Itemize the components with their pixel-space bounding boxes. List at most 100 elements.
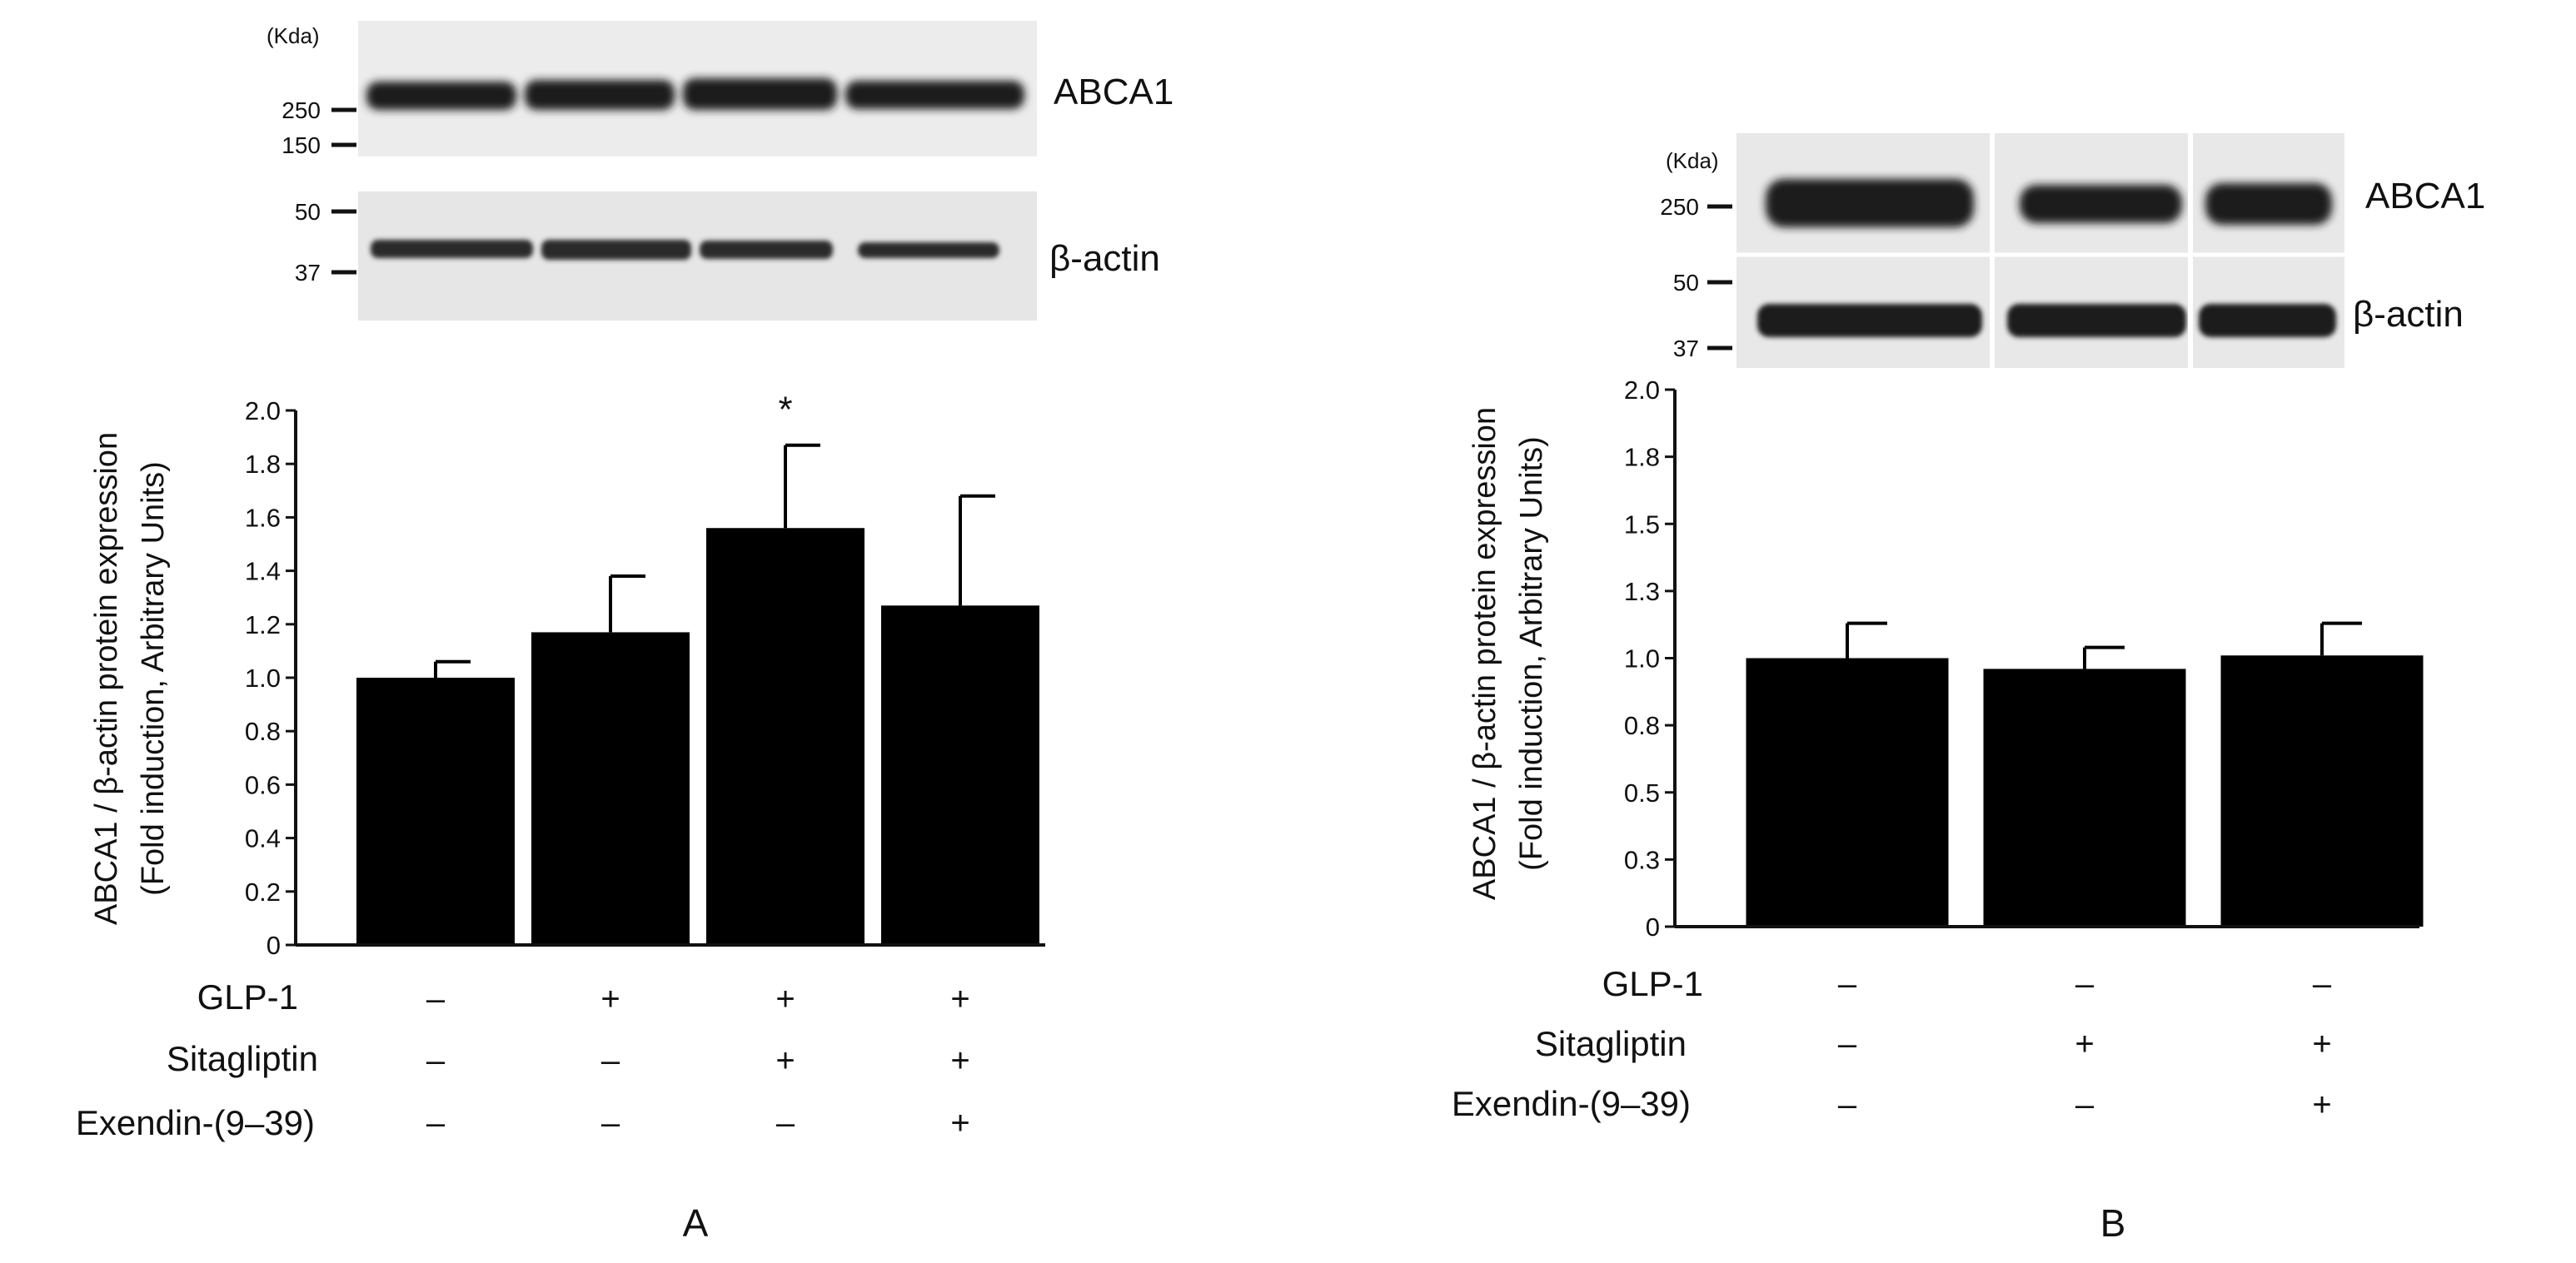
blot-a-abca1-label: ABCA1 (1054, 72, 1173, 112)
blot-b-unit-label: (Kda) (1666, 148, 1719, 173)
condition-symbol: + (600, 981, 620, 1017)
blot-a-marker-37: 37 (295, 260, 321, 286)
y-tick-label: 1.8 (1624, 443, 1660, 472)
condition-symbol: – (426, 981, 446, 1017)
y-tick-label: 0.4 (245, 824, 281, 853)
bar (356, 678, 515, 945)
band (541, 240, 691, 260)
condition-symbol: – (601, 1042, 620, 1079)
y-tick-label: 1.2 (245, 610, 281, 639)
blot-a-top-bands (366, 78, 1024, 110)
blot-a-bottom-bands (371, 240, 999, 260)
y-tick-label: 0.8 (245, 717, 281, 746)
chart-b: ABCA1 / β-actin protein expression (Fold… (1452, 375, 2424, 1245)
panel-a-label: A (683, 1201, 709, 1245)
band (2205, 183, 2332, 225)
band (1766, 179, 1974, 227)
blot-b-top-bands (1766, 179, 2332, 227)
y-tick-label: 1.3 (1624, 577, 1660, 606)
chart-b-cond-label-glp1: GLP-1 (1602, 964, 1703, 1003)
condition-symbol: – (776, 1105, 795, 1141)
band (845, 81, 1024, 109)
chart-a: ABCA1 / β-actin protein expression (Fold… (76, 390, 1045, 1245)
blot-a-marker-150: 150 (282, 132, 321, 158)
condition-symbol: – (1838, 1086, 1857, 1123)
y-tick-label: 0.2 (245, 878, 281, 907)
chart-a-y-ticks: 0 0.2 0.4 0.6 0.8 1.0 1.2 1.4 1.6 1.8 2.0 (245, 396, 296, 960)
y-tick-label: 1.0 (245, 664, 281, 693)
blot-a-marker-250: 250 (282, 97, 321, 123)
blot-b-marker-37: 37 (1673, 336, 1699, 361)
panel-a: (Kda) 250 150 50 37 ABCA1 β-actin ABCA1 … (76, 21, 1173, 1245)
condition-symbol: + (950, 1105, 969, 1141)
band (683, 78, 837, 110)
blot-a-marker-50: 50 (295, 199, 321, 225)
y-tick-label: 0.6 (245, 770, 281, 799)
condition-symbol: – (601, 1105, 620, 1141)
y-tick-label: 1.4 (245, 557, 281, 586)
band (366, 82, 516, 110)
band (525, 80, 675, 110)
condition-symbol: + (950, 1042, 969, 1079)
band (2020, 185, 2182, 223)
blot-b: (Kda) 250 50 37 ABCA1 β-actin (1660, 133, 2485, 368)
chart-b-bars (1746, 621, 2424, 927)
chart-a-conditions: – + + + – – + + – – – + (426, 981, 970, 1141)
condition-symbol: – (2075, 966, 2095, 1002)
bar (1983, 669, 2186, 927)
chart-a-ylabel-line1: ABCA1 / β-actin protein expression (89, 432, 124, 925)
bar (2220, 655, 2424, 927)
chart-a-ylabel-line2: (Fold induction, Arbitrary Units) (136, 461, 171, 896)
chart-b-conditions: – – – – + + – – + (1838, 966, 2332, 1123)
chart-a-cond-label-sitagliptin: Sitagliptin (167, 1039, 318, 1078)
chart-b-y-ticks: 0 0.3 0.5 0.8 1.0 1.3 1.5 1.8 2.0 (1624, 375, 1675, 942)
bar (531, 632, 690, 945)
chart-b-ylabel-line2: (Fold induction, Arbitrary Units) (1514, 436, 1549, 871)
condition-symbol: + (2075, 1026, 2094, 1062)
chart-a-cond-label-glp1: GLP-1 (197, 977, 298, 1017)
y-tick-label: 0.8 (1624, 711, 1660, 740)
y-tick-label: 1.0 (1624, 644, 1660, 674)
blot-a-unit-label: (Kda) (267, 23, 320, 48)
band (700, 241, 833, 259)
y-tick-label: 0 (1646, 912, 1660, 942)
blot-b-marker-250: 250 (1660, 194, 1699, 220)
panel-b-label: B (2100, 1201, 2126, 1245)
y-tick-label: 0.5 (1624, 778, 1660, 808)
chart-b-cond-label-sitagliptin: Sitagliptin (1535, 1024, 1687, 1063)
blot-a: (Kda) 250 150 50 37 ABCA1 β-actin (267, 21, 1173, 321)
chart-a-bars: * (356, 390, 1039, 945)
condition-symbol: – (426, 1105, 446, 1141)
condition-symbol: – (2313, 966, 2332, 1002)
y-tick-label: 0.3 (1624, 845, 1660, 874)
y-tick-label: 2.0 (1624, 375, 1660, 405)
band (1757, 304, 1982, 337)
blot-b-bottom-bands (1757, 304, 2336, 337)
blot-b-marker-50: 50 (1673, 270, 1699, 296)
blot-b-actin-label: β-actin (2353, 294, 2464, 335)
band (2199, 304, 2336, 337)
significance-marker: * (778, 390, 792, 430)
condition-symbol: + (775, 981, 795, 1017)
condition-symbol: – (1838, 966, 1857, 1002)
panel-b: (Kda) 250 50 37 ABCA1 β-actin ABCA1 / β-… (1452, 133, 2485, 1245)
bar (706, 528, 864, 945)
condition-symbol: – (2075, 1086, 2095, 1123)
condition-symbol: + (2312, 1026, 2331, 1062)
y-tick-label: 1.6 (245, 503, 281, 532)
y-tick-label: 2.0 (245, 396, 281, 425)
bar (881, 605, 1039, 945)
band (858, 242, 999, 258)
blot-a-actin-label: β-actin (1049, 238, 1160, 279)
y-tick-label: 1.8 (245, 450, 281, 479)
blot-b-abca1-label: ABCA1 (2365, 176, 2485, 216)
condition-symbol: – (1838, 1026, 1857, 1062)
band (371, 240, 533, 258)
y-tick-label: 1.5 (1624, 510, 1660, 539)
bar (1746, 658, 1949, 927)
condition-symbol: + (775, 1042, 795, 1079)
chart-b-ylabel-line1: ABCA1 / β-actin protein expression (1467, 407, 1502, 900)
y-tick-label: 0 (267, 931, 281, 960)
band (2007, 304, 2186, 337)
